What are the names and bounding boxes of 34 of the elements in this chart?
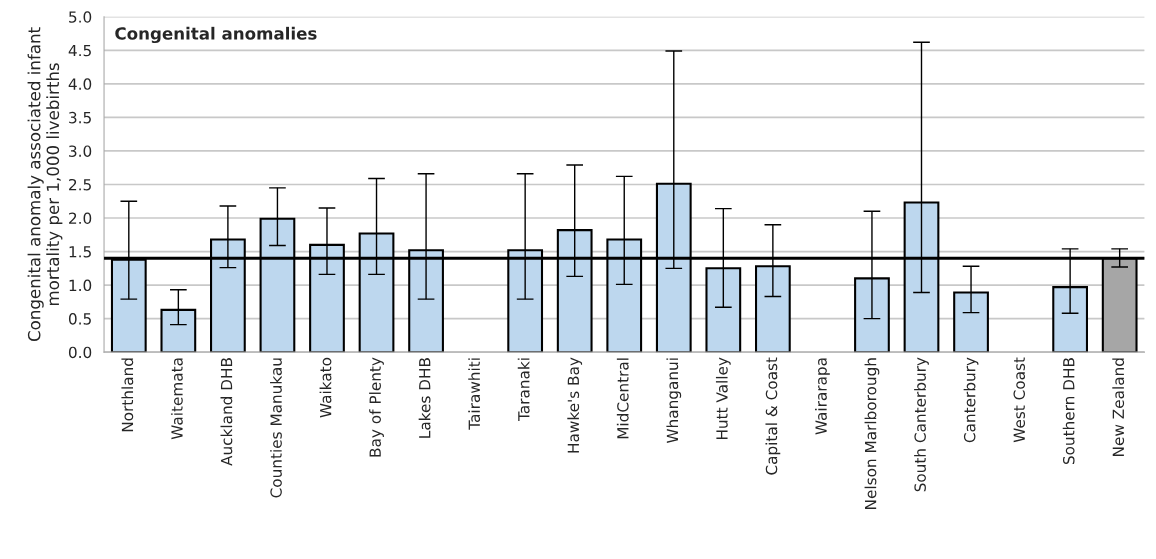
x-tick-label: Lakes DHB bbox=[418, 358, 431, 438]
text: Congenital anomalies bbox=[115, 26, 317, 44]
y-tick-label: 1.0 bbox=[69, 279, 92, 292]
x-tick-label: Auckland DHB bbox=[220, 358, 233, 466]
x-tick-label: Capital & Coast bbox=[765, 357, 781, 475]
x-tick-label: Wairarapa bbox=[815, 358, 830, 435]
x-tick-label: South Canterbury bbox=[914, 357, 929, 492]
x-tick-label: West Coast bbox=[1013, 357, 1026, 443]
x-tick-label: Nelson Marlborough bbox=[864, 358, 880, 509]
y-tick-label: 0.0 bbox=[68, 346, 92, 359]
y-tick-label: 1.5 bbox=[69, 246, 91, 258]
x-tick-label: Bay of Plenty bbox=[369, 357, 384, 457]
x-tick-label: Waitemata bbox=[170, 358, 183, 440]
y-tick-label: 3.5 bbox=[69, 111, 91, 124]
y-axis-title: Congenital anomaly associated infant mortality per 1,000 livebirths bbox=[27, 27, 63, 342]
x-tick-label: MidCentral bbox=[616, 358, 629, 439]
y-tick-label: 4.5 bbox=[68, 44, 91, 57]
x-tick-label: Canterbury bbox=[963, 357, 979, 443]
y-tick-label: 0.5 bbox=[68, 313, 91, 325]
x-tick-label: Southern DHB bbox=[1062, 358, 1075, 465]
y-tick-label: 4.0 bbox=[68, 78, 92, 90]
x-tick-label: Whanganui bbox=[666, 358, 682, 444]
y-tick-label: 3.0 bbox=[69, 145, 92, 157]
x-tick-label: Counties Manukau bbox=[270, 358, 282, 498]
x-tick-label: Taranaki bbox=[517, 358, 530, 422]
y-tick-label: 5.0 bbox=[69, 11, 92, 23]
y-tick-label: 2.5 bbox=[69, 178, 91, 191]
x-tick-label: Northland bbox=[121, 358, 134, 432]
x-tick-label: Hawke's Bay bbox=[567, 357, 583, 453]
y-tick-label: 2.0 bbox=[69, 212, 92, 225]
x-tick-label: Tairawhiti bbox=[468, 358, 481, 430]
x-tick-label: Hutt Valley bbox=[715, 357, 731, 440]
x-tick-label: New Zealand bbox=[1112, 358, 1125, 456]
x-tick-label: Waikato bbox=[319, 357, 332, 418]
